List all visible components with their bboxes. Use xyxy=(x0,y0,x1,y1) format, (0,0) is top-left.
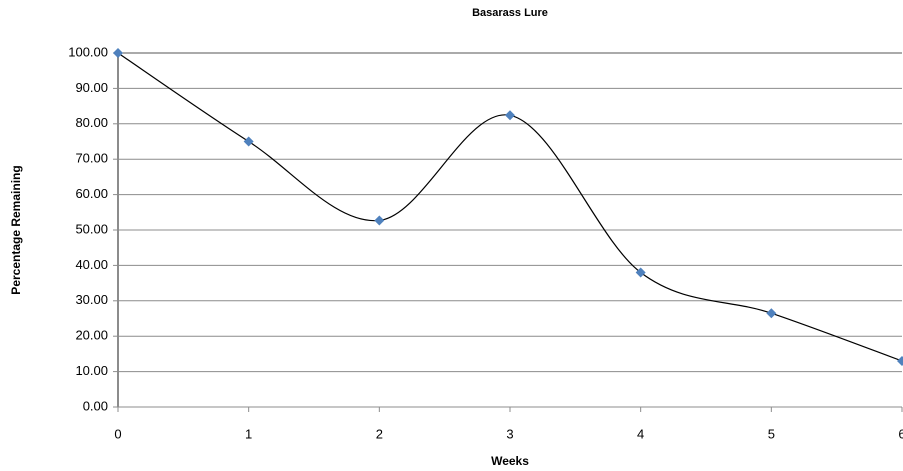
x-tick-label: 5 xyxy=(768,426,775,441)
x-tick-label: 2 xyxy=(376,426,383,441)
y-tick-label: 90.00 xyxy=(75,80,108,95)
marker xyxy=(505,110,515,121)
x-tick-label: 3 xyxy=(506,426,513,441)
y-tick-label: 80.00 xyxy=(75,115,108,130)
y-tick-label: 20.00 xyxy=(75,328,108,343)
marker xyxy=(897,355,903,366)
marker xyxy=(766,308,777,319)
y-tick-label: 10.00 xyxy=(75,363,108,378)
x-tick-label: 4 xyxy=(637,426,644,441)
line xyxy=(117,52,903,362)
chart-title: Basarass Lure xyxy=(472,7,548,19)
marker xyxy=(243,136,254,147)
y-axis-label: Percentage Remaining xyxy=(9,165,23,294)
x-axis-label: Weeks xyxy=(491,454,529,468)
y-tick-label: 70.00 xyxy=(75,151,108,166)
x-tick-label: 6 xyxy=(898,426,903,441)
marker xyxy=(374,215,385,226)
y-tick-label: 60.00 xyxy=(75,186,108,201)
y-tick-label: 100.00 xyxy=(68,44,108,59)
y-tick-label: 0.00 xyxy=(83,398,108,413)
y-tick-label: 40.00 xyxy=(75,257,108,272)
y-tick-label: 30.00 xyxy=(75,292,108,307)
y-tick-label: 50.00 xyxy=(75,221,108,236)
marker xyxy=(113,48,123,58)
x-tick-label: 1 xyxy=(245,426,252,441)
x-tick-label: 0 xyxy=(114,426,121,441)
marker xyxy=(635,267,646,278)
